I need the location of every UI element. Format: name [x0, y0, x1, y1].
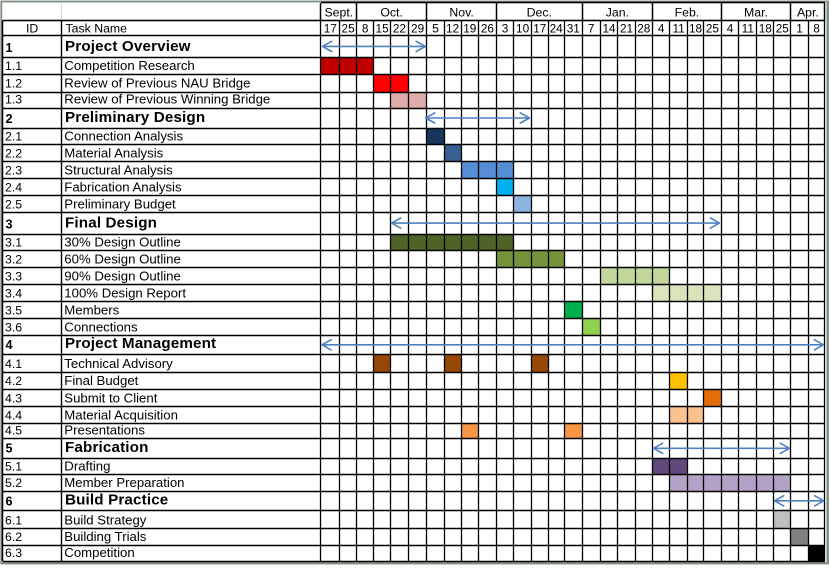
- svg-text:Build Practice: Build Practice: [65, 492, 168, 509]
- svg-text:1.1: 1.1: [5, 59, 22, 73]
- svg-text:Dec.: Dec.: [527, 5, 552, 19]
- svg-text:Members: Members: [64, 302, 119, 317]
- svg-text:Competition: Competition: [64, 545, 134, 560]
- svg-text:11: 11: [742, 22, 754, 36]
- svg-text:Task Name: Task Name: [66, 22, 128, 36]
- svg-text:4.2: 4.2: [5, 374, 22, 388]
- svg-text:10: 10: [516, 22, 530, 36]
- svg-text:21: 21: [620, 22, 633, 36]
- svg-text:19: 19: [463, 22, 476, 36]
- svg-text:3: 3: [502, 22, 509, 36]
- svg-text:60% Design Outline: 60% Design Outline: [64, 252, 181, 267]
- svg-text:4: 4: [6, 338, 13, 352]
- svg-text:2: 2: [6, 112, 13, 126]
- svg-text:29: 29: [411, 22, 424, 36]
- svg-text:3.3: 3.3: [5, 270, 22, 284]
- svg-text:30% Design Outline: 30% Design Outline: [64, 235, 181, 250]
- svg-text:Build Strategy: Build Strategy: [64, 513, 147, 528]
- svg-text:Final Budget: Final Budget: [64, 373, 138, 388]
- svg-text:Preliminary Design: Preliminary Design: [65, 109, 205, 126]
- svg-text:25: 25: [706, 22, 720, 36]
- svg-text:4: 4: [727, 22, 734, 36]
- svg-text:Oct.: Oct.: [380, 5, 403, 19]
- svg-text:3.1: 3.1: [5, 236, 22, 250]
- svg-text:8: 8: [813, 22, 820, 36]
- svg-text:90% Design Outline: 90% Design Outline: [64, 269, 181, 284]
- svg-text:Technical Advisory: Technical Advisory: [64, 356, 173, 371]
- svg-text:6: 6: [6, 494, 13, 508]
- svg-text:Drafting: Drafting: [64, 459, 110, 474]
- svg-text:2.3: 2.3: [5, 164, 22, 178]
- svg-text:5.2: 5.2: [5, 476, 22, 490]
- svg-text:31: 31: [567, 22, 580, 36]
- svg-text:2.2: 2.2: [5, 147, 22, 161]
- svg-text:Fabrication Analysis: Fabrication Analysis: [64, 180, 182, 195]
- svg-text:18: 18: [759, 22, 773, 36]
- svg-text:28: 28: [637, 22, 651, 36]
- svg-text:Project Overview: Project Overview: [65, 38, 191, 55]
- svg-text:Submit to Client: Submit to Client: [64, 390, 157, 405]
- svg-text:4.3: 4.3: [5, 391, 22, 405]
- svg-text:22: 22: [393, 22, 406, 36]
- svg-text:Feb.: Feb.: [675, 5, 700, 19]
- svg-text:4: 4: [658, 22, 665, 36]
- svg-text:100% Design Report: 100% Design Report: [64, 286, 186, 301]
- svg-text:Member Preparation: Member Preparation: [64, 475, 184, 490]
- svg-text:Review of Previous NAU Bridge: Review of Previous NAU Bridge: [64, 76, 250, 91]
- svg-text:4.4: 4.4: [5, 409, 22, 423]
- svg-text:Presentations: Presentations: [64, 423, 145, 438]
- svg-text:Preliminary Budget: Preliminary Budget: [64, 196, 176, 211]
- svg-text:12: 12: [446, 22, 459, 36]
- svg-text:4.5: 4.5: [5, 424, 22, 438]
- svg-text:2.4: 2.4: [5, 181, 22, 195]
- svg-text:7: 7: [588, 22, 595, 36]
- svg-text:17: 17: [533, 22, 546, 36]
- svg-text:Fabrication: Fabrication: [65, 439, 149, 456]
- svg-text:5.1: 5.1: [5, 460, 22, 474]
- svg-text:18: 18: [689, 22, 703, 36]
- svg-text:Sept.: Sept.: [324, 5, 353, 19]
- svg-text:Review of Previous Winning Bri: Review of Previous Winning Bridge: [64, 92, 270, 107]
- svg-text:25: 25: [342, 22, 356, 36]
- svg-text:6.1: 6.1: [5, 514, 22, 528]
- svg-text:17: 17: [324, 22, 337, 36]
- svg-text:8: 8: [362, 22, 369, 36]
- svg-text:Structural Analysis: Structural Analysis: [64, 163, 173, 178]
- svg-text:Final Design: Final Design: [65, 215, 157, 232]
- svg-text:11: 11: [672, 22, 684, 36]
- svg-text:25: 25: [776, 22, 790, 36]
- svg-text:Building Trials: Building Trials: [64, 529, 146, 544]
- svg-text:Mar.: Mar.: [744, 5, 768, 19]
- svg-text:6.2: 6.2: [5, 530, 22, 544]
- svg-text:Nov.: Nov.: [449, 5, 473, 19]
- svg-text:Connection Analysis: Connection Analysis: [64, 129, 183, 144]
- svg-text:2.5: 2.5: [5, 197, 22, 211]
- svg-text:5: 5: [6, 442, 13, 456]
- svg-text:Connections: Connections: [64, 319, 138, 334]
- svg-text:14: 14: [602, 22, 616, 36]
- svg-text:Project Management: Project Management: [65, 335, 216, 352]
- svg-text:Material Acquisition: Material Acquisition: [64, 408, 178, 423]
- svg-text:26: 26: [481, 22, 495, 36]
- svg-text:3.4: 3.4: [5, 287, 22, 301]
- svg-text:4.1: 4.1: [5, 357, 22, 371]
- svg-text:3.5: 3.5: [5, 303, 22, 317]
- svg-text:1: 1: [6, 41, 13, 55]
- svg-text:3.2: 3.2: [5, 253, 22, 267]
- svg-text:3.6: 3.6: [5, 320, 22, 334]
- svg-text:ID: ID: [26, 22, 38, 36]
- svg-text:Jan.: Jan.: [606, 5, 629, 19]
- svg-text:Competition Research: Competition Research: [64, 58, 194, 73]
- svg-text:5: 5: [432, 22, 439, 36]
- svg-text:2.1: 2.1: [5, 130, 22, 144]
- svg-text:6.3: 6.3: [5, 546, 22, 560]
- svg-text:24: 24: [550, 22, 564, 36]
- svg-text:Apr.: Apr.: [797, 5, 819, 19]
- svg-text:3: 3: [6, 218, 13, 232]
- svg-text:15: 15: [376, 22, 390, 36]
- svg-text:Material Analysis: Material Analysis: [64, 146, 163, 161]
- svg-text:1: 1: [796, 22, 803, 36]
- svg-text:1.3: 1.3: [5, 93, 22, 107]
- svg-text:1.2: 1.2: [5, 77, 22, 91]
